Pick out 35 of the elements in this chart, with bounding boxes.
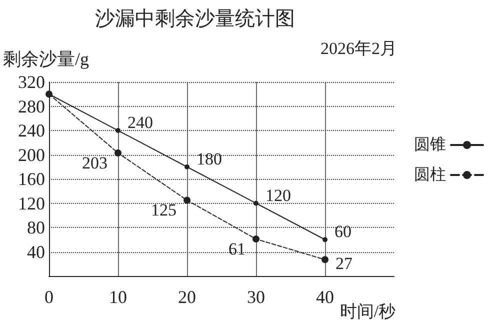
legend-label: 圆柱 xyxy=(414,166,446,184)
text: 2026年2月 xyxy=(320,39,397,58)
data-label: 125 xyxy=(151,200,176,220)
legend-label: 圆锥 xyxy=(414,136,446,154)
point xyxy=(184,164,190,170)
data-label: 203 xyxy=(82,153,108,172)
data-label: 60 xyxy=(334,222,352,242)
x-tick-label: 40 xyxy=(316,287,334,307)
y-tick-label: 240 xyxy=(18,120,45,140)
chart-title: 沙漏中剩余沙量统计图 xyxy=(95,8,295,30)
y-axis-title: 剩余沙量/g xyxy=(3,49,90,69)
point xyxy=(254,200,258,206)
data-label: 240 xyxy=(128,113,153,132)
y-tick-label: 200 xyxy=(18,144,45,165)
point xyxy=(116,128,120,133)
y-tick-label: 280 xyxy=(18,96,45,116)
point xyxy=(252,236,260,243)
x-tick-label: 30 xyxy=(247,287,265,307)
data-label: 120 xyxy=(266,186,291,205)
point xyxy=(114,149,122,156)
y-tick-label: 120 xyxy=(18,193,45,214)
point xyxy=(322,256,328,264)
x-axis-title: 时间/秒 xyxy=(340,302,396,320)
data-label: 27 xyxy=(336,254,353,274)
x-tick-label: 10 xyxy=(109,287,127,307)
point xyxy=(184,196,190,204)
y-tick-label: 160 xyxy=(18,169,45,189)
x-tick-label: 0 xyxy=(44,287,54,307)
x-tick-label: 20 xyxy=(178,287,196,307)
point xyxy=(322,237,328,242)
data-label: 180 xyxy=(196,149,222,168)
data-label: 61 xyxy=(228,240,246,259)
y-tick-label: 40 xyxy=(27,242,45,262)
y-tick-label: 320 xyxy=(18,72,45,92)
y-tick-label: 80 xyxy=(27,218,45,238)
